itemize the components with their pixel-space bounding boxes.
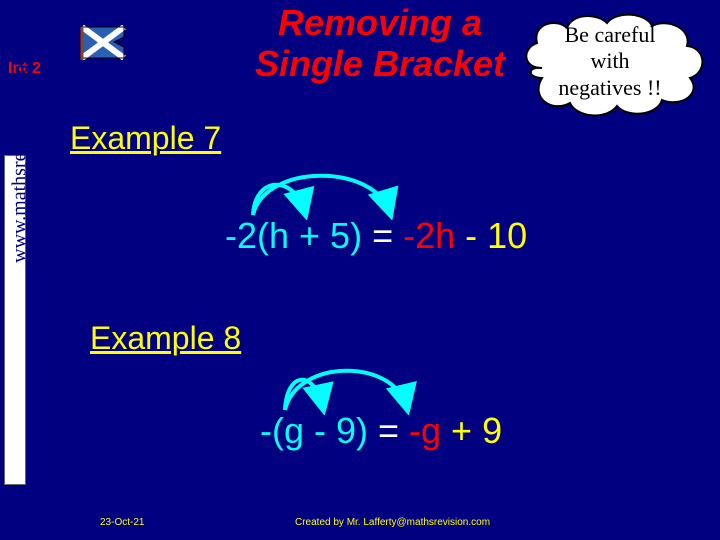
example7-label: Example 7 — [70, 120, 221, 157]
distribution-arrows-1 — [235, 165, 425, 220]
eq2-lhs: -(g - 9) — [260, 410, 368, 451]
equation-2: -(g - 9) = -g + 9 — [260, 410, 502, 452]
footer-date: 23-Oct-21 — [100, 517, 144, 528]
eq2-equals: = — [368, 410, 409, 451]
sidebar-url: www.mathsrevision.com — [9, 4, 32, 324]
flag-icon — [80, 25, 130, 60]
eq1-equals: = — [362, 215, 403, 256]
cloud-line1: Be careful — [565, 22, 656, 47]
example8-label: Example 8 — [90, 320, 241, 357]
distribution-arrows-2 — [275, 360, 445, 415]
eq2-part2: + 9 — [441, 410, 502, 451]
eq1-part2: - 10 — [455, 215, 527, 256]
eq1-lhs: -2(h + 5) — [225, 215, 362, 256]
cloud-line2: with — [590, 48, 629, 73]
eq1-part1: -2h — [403, 215, 455, 256]
title-line2: Single Bracket — [255, 43, 505, 84]
equation-1: -2(h + 5) = -2h - 10 — [225, 215, 527, 257]
cloud-line3: negatives !! — [558, 75, 661, 100]
title-line1: Removing a — [278, 2, 482, 43]
warning-text: Be careful with negatives !! — [520, 22, 700, 101]
eq2-part1: -g — [409, 410, 441, 451]
footer-credit: Created by Mr. Lafferty@mathsrevision.co… — [295, 517, 490, 528]
